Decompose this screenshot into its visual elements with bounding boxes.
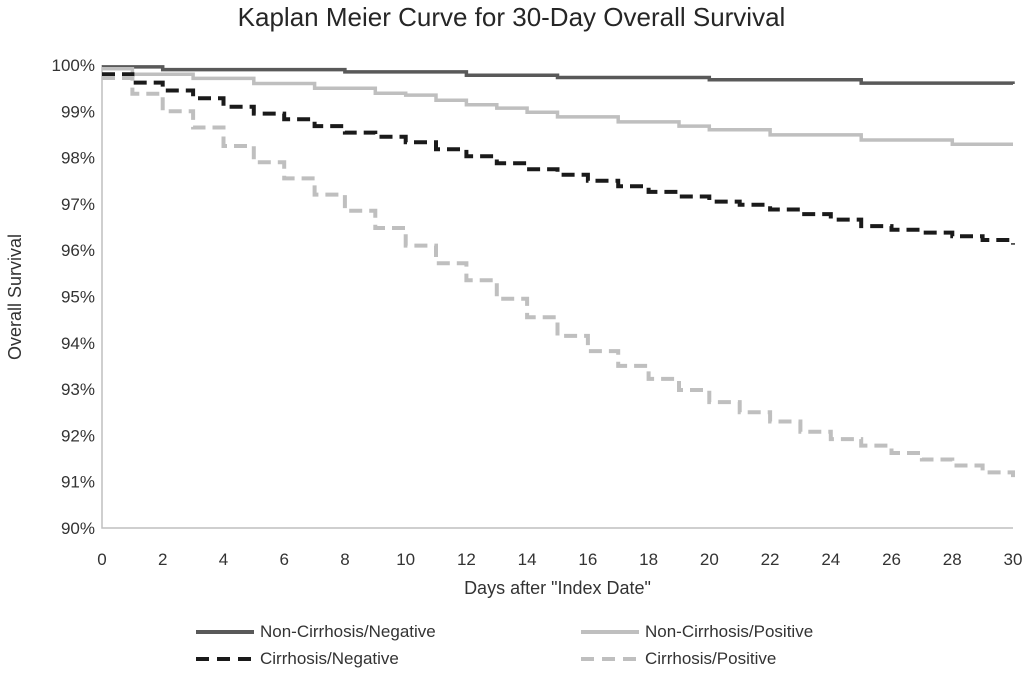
x-tick-label: 18	[639, 550, 658, 569]
x-tick-label: 12	[457, 550, 476, 569]
x-tick-label: 8	[340, 550, 349, 569]
y-tick-label: 100%	[52, 56, 95, 75]
x-tick-label: 28	[943, 550, 962, 569]
legend-line-dashed-black-icon	[196, 656, 254, 661]
x-tick-label: 10	[396, 550, 415, 569]
legend-label-non-cirrhosis-positive: Non-Cirrhosis/Positive	[645, 621, 814, 641]
legend-label-cirrhosis-negative: Cirrhosis/Negative	[260, 648, 399, 668]
legend: Non-Cirrhosis/Negative Non-Cirrhosis/Pos…	[196, 622, 813, 668]
x-tick-label: 4	[219, 550, 228, 569]
y-tick-label: 91%	[61, 473, 95, 492]
x-axis-title: Days after "Index Date"	[464, 578, 651, 598]
x-tick-label: 24	[821, 550, 840, 569]
x-tick-label: 20	[700, 550, 719, 569]
x-tick-label: 30	[1004, 550, 1023, 569]
x-tick-label: 0	[97, 550, 106, 569]
series-path-cirrhosis-negative	[102, 72, 1015, 245]
legend-label-non-cirrhosis-negative: Non-Cirrhosis/Negative	[260, 621, 436, 641]
y-tick-label: 99%	[61, 102, 95, 121]
plot-area: 100%99%98%97%96%95%94%93%92%91%90%0 2 4 6 8 1…	[52, 56, 1023, 569]
legend-label-cirrhosis-positive: Cirrhosis/Positive	[645, 648, 777, 668]
y-tick-label: 90%	[61, 519, 95, 538]
legend-line-solid-light-icon	[581, 629, 639, 634]
legend-item-non-cirrhosis-negative: Non-Cirrhosis/Negative	[196, 622, 581, 641]
x-tick-label: 26	[882, 550, 901, 569]
legend-line-dashed-light-icon	[581, 656, 639, 661]
x-tick-label: 6	[279, 550, 288, 569]
x-tick-label: 2	[158, 550, 167, 569]
series-path-non-cirrhosis-negative	[102, 65, 1015, 85]
x-tick-label: 22	[761, 550, 780, 569]
legend-item-cirrhosis-negative: Cirrhosis/Negative	[196, 649, 581, 668]
chart-title: Kaplan Meier Curve for 30-Day Overall Su…	[237, 2, 786, 32]
x-tick-label: 14	[518, 550, 537, 569]
y-tick-label: 94%	[61, 334, 95, 353]
legend-item-non-cirrhosis-positive: Non-Cirrhosis/Positive	[581, 622, 813, 641]
y-tick-label: 97%	[61, 195, 95, 214]
legend-item-cirrhosis-positive: Cirrhosis/Positive	[581, 649, 813, 668]
x-tick-label: 16	[578, 550, 597, 569]
y-tick-label: 93%	[61, 380, 95, 399]
y-tick-label: 96%	[61, 241, 95, 260]
series-path-cirrhosis-positive	[102, 76, 1015, 478]
y-tick-label: 92%	[61, 426, 95, 445]
y-axis-ticks: 100% 99% 98% 97% 96% 95% 94% 93% 92% 91% 90%	[52, 56, 95, 538]
y-tick-label: 98%	[61, 149, 95, 168]
x-axis-ticks: 0 2 4 6 8 10 12 14 16 18 20 22 24 26 28 30	[97, 550, 1022, 569]
axis-lines	[101, 65, 1013, 529]
series-path-non-cirrhosis-positive	[102, 66, 1013, 146]
legend-line-solid-dark-icon	[196, 629, 254, 634]
y-tick-label: 95%	[61, 288, 95, 307]
